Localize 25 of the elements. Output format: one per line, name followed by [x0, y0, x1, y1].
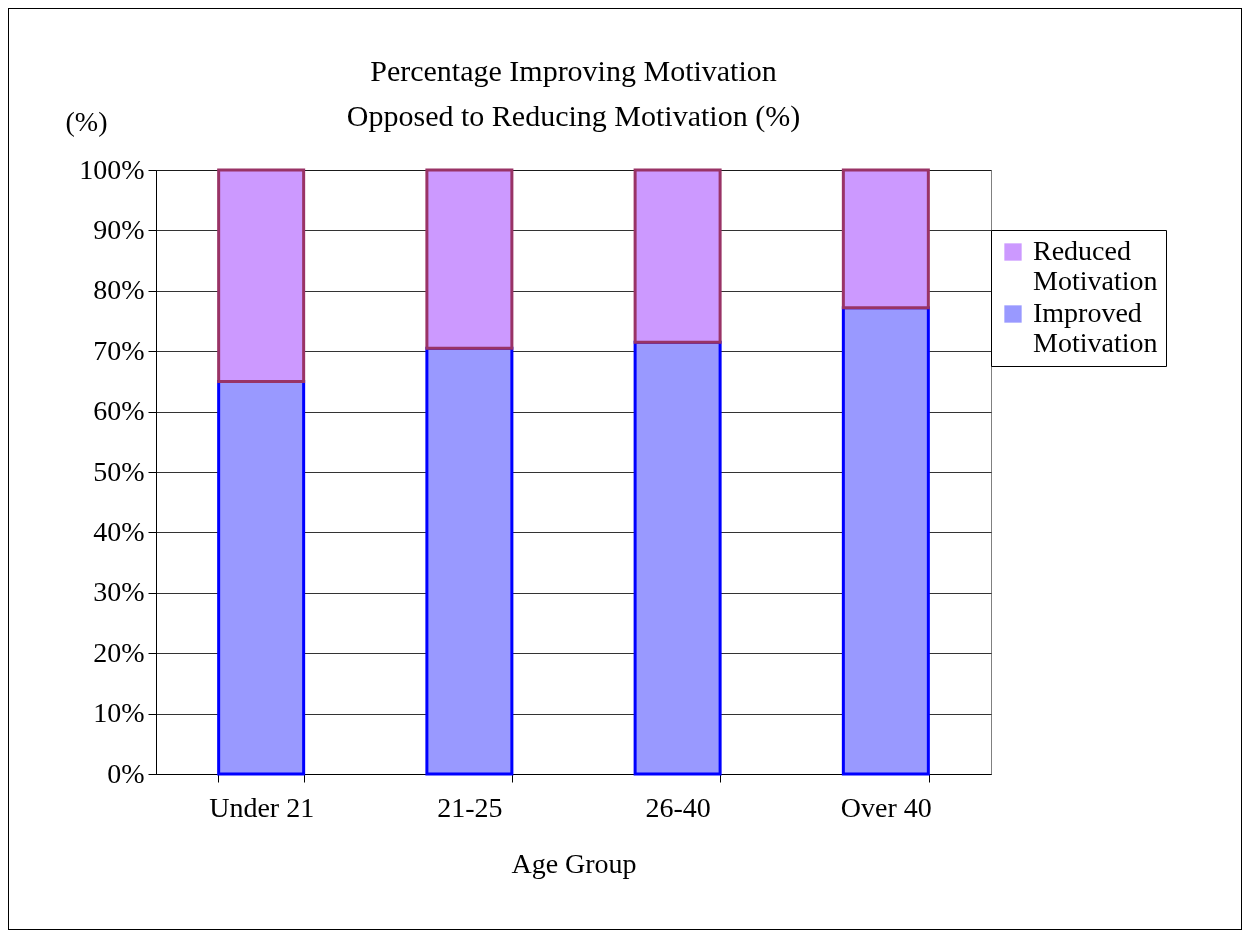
y-tick-label: 0% — [107, 757, 145, 789]
bar — [217, 168, 306, 383]
bar — [841, 168, 930, 310]
legend-label: Reduced Motivation — [1033, 235, 1158, 296]
y-tick-label: 50% — [93, 455, 145, 487]
y-tick-label: 100% — [79, 153, 145, 185]
y-tick-label: 40% — [93, 515, 145, 547]
x-tick-label: Under 21 — [209, 791, 315, 823]
y-tick-label: 10% — [93, 697, 145, 729]
y-tick-label: 80% — [93, 274, 145, 306]
y-tick-label: 60% — [93, 395, 145, 427]
chart-title: Percentage Improving Motivation Opposed to Reducing Motivation (%) — [346, 54, 801, 133]
y-tick-label: 90% — [93, 213, 145, 245]
x-tick-label: Over 40 — [840, 791, 932, 823]
x-tick-label: 26-40 — [645, 791, 711, 823]
bar — [633, 168, 722, 344]
y-tick-label: 70% — [93, 334, 145, 366]
bar — [425, 168, 514, 350]
y-tick-label: 30% — [93, 576, 145, 608]
x-tick-label: 21-25 — [437, 791, 503, 823]
legend-label: Improved Motivation — [1033, 297, 1158, 358]
bar — [841, 306, 930, 776]
y-tick-label: 20% — [93, 636, 145, 668]
x-axis-title: Age Group — [511, 847, 637, 879]
y-axis-title: (%) — [65, 105, 108, 137]
